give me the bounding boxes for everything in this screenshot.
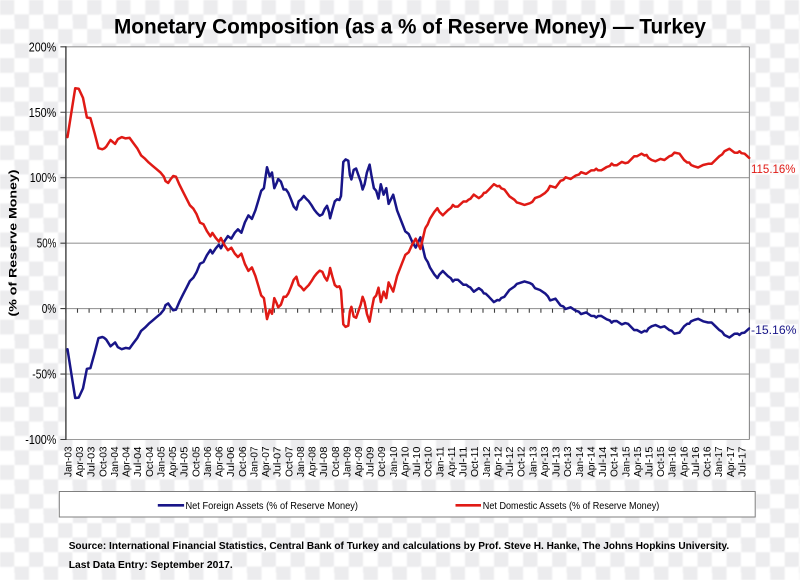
svg-text:Apr-06: Apr-06 [214, 446, 226, 477]
svg-text:Jul-08: Jul-08 [318, 446, 330, 477]
svg-text:Oct-09: Oct-09 [376, 446, 388, 477]
svg-text:100%: 100% [30, 171, 56, 185]
svg-text:Jan-17: Jan-17 [713, 446, 725, 477]
svg-text:Apr-04: Apr-04 [121, 446, 133, 477]
svg-text:Apr-16: Apr-16 [678, 446, 690, 477]
svg-text:Jan-11: Jan-11 [434, 446, 446, 477]
svg-text:Jan-13: Jan-13 [527, 446, 539, 477]
svg-text:Jul-10: Jul-10 [411, 446, 423, 477]
svg-text:Apr-09: Apr-09 [353, 446, 365, 477]
svg-text:Jan-12: Jan-12 [481, 446, 493, 477]
svg-text:Last Data Entry: September 201: Last Data Entry: September 2017. [69, 559, 233, 571]
svg-text:Oct-08: Oct-08 [330, 446, 342, 477]
svg-text:Apr-05: Apr-05 [167, 446, 179, 477]
svg-text:Apr-08: Apr-08 [307, 446, 319, 477]
svg-text:Jan-14: Jan-14 [574, 446, 586, 477]
svg-text:Net Foreign Assets (% of Reser: Net Foreign Assets (% of Reserve Money) [186, 500, 359, 512]
svg-text:Jul-06: Jul-06 [225, 446, 237, 477]
svg-text:Apr-13: Apr-13 [539, 446, 551, 477]
svg-text:Apr-17: Apr-17 [725, 446, 737, 477]
svg-text:Apr-07: Apr-07 [260, 446, 272, 477]
svg-text:Jan-16: Jan-16 [667, 446, 679, 477]
svg-text:0%: 0% [42, 302, 57, 316]
svg-text:50%: 50% [37, 237, 57, 251]
svg-text:Jan-10: Jan-10 [388, 446, 400, 477]
svg-text:Jan-06: Jan-06 [202, 446, 214, 477]
svg-text:Jul-16: Jul-16 [690, 446, 702, 477]
svg-text:Oct-05: Oct-05 [190, 446, 202, 477]
svg-text:Jul-15: Jul-15 [644, 446, 656, 477]
svg-text:Source: International Financia: Source: International Financial Statisti… [69, 540, 730, 552]
svg-text:Apr-12: Apr-12 [492, 446, 504, 477]
svg-text:150%: 150% [29, 106, 57, 120]
svg-text:Apr-03: Apr-03 [74, 446, 86, 477]
svg-text:Jan-09: Jan-09 [341, 446, 353, 477]
svg-text:-100%: -100% [25, 433, 56, 447]
svg-text:(% of Reserve Money): (% of Reserve Money) [7, 169, 19, 316]
svg-text:Apr-14: Apr-14 [585, 446, 597, 477]
svg-text:Jan-15: Jan-15 [620, 446, 632, 477]
svg-text:Jul-12: Jul-12 [504, 446, 516, 477]
svg-text:Oct-06: Oct-06 [237, 446, 249, 477]
svg-text:Oct-04: Oct-04 [144, 446, 156, 477]
svg-text:Oct-15: Oct-15 [655, 446, 667, 477]
svg-text:Monetary Composition (as a % o: Monetary Composition (as a % of Reserve … [114, 16, 706, 39]
svg-text:Apr-15: Apr-15 [632, 446, 644, 477]
svg-text:Jul-14: Jul-14 [597, 446, 609, 477]
svg-text:Oct-13: Oct-13 [562, 446, 574, 477]
svg-text:Oct-07: Oct-07 [283, 446, 295, 477]
svg-text:Apr-11: Apr-11 [446, 446, 458, 477]
svg-text:Jul-04: Jul-04 [132, 446, 144, 477]
svg-text:Net Domestic Assets (% of Rese: Net Domestic Assets (% of Reserve Money) [483, 500, 660, 512]
svg-text:Jul-13: Jul-13 [551, 446, 563, 477]
svg-text:Jan-03: Jan-03 [63, 446, 75, 477]
svg-text:Jul-11: Jul-11 [458, 446, 470, 477]
svg-text:Oct-14: Oct-14 [609, 446, 621, 477]
svg-text:Apr-10: Apr-10 [400, 446, 412, 477]
svg-text:Jan-04: Jan-04 [109, 446, 121, 477]
svg-text:Jan-05: Jan-05 [156, 446, 168, 477]
svg-text:Jul-09: Jul-09 [365, 446, 377, 477]
svg-text:115.16%: 115.16% [751, 164, 796, 176]
svg-text:Jul-07: Jul-07 [272, 446, 284, 477]
svg-text:Jul-17: Jul-17 [737, 446, 749, 477]
svg-text:Oct-10: Oct-10 [423, 446, 435, 477]
svg-text:Jul-03: Jul-03 [86, 446, 98, 477]
svg-text:Jul-05: Jul-05 [179, 446, 191, 477]
svg-text:-15.16%: -15.16% [751, 325, 797, 337]
svg-text:Oct-03: Oct-03 [97, 446, 109, 477]
svg-text:Oct-12: Oct-12 [516, 446, 528, 477]
svg-text:Oct-11: Oct-11 [469, 446, 481, 477]
svg-text:Jan-08: Jan-08 [295, 446, 307, 477]
svg-text:Jan-07: Jan-07 [248, 446, 260, 477]
svg-text:-50%: -50% [32, 368, 56, 382]
svg-text:Oct-16: Oct-16 [702, 446, 714, 477]
svg-text:200%: 200% [29, 40, 57, 54]
